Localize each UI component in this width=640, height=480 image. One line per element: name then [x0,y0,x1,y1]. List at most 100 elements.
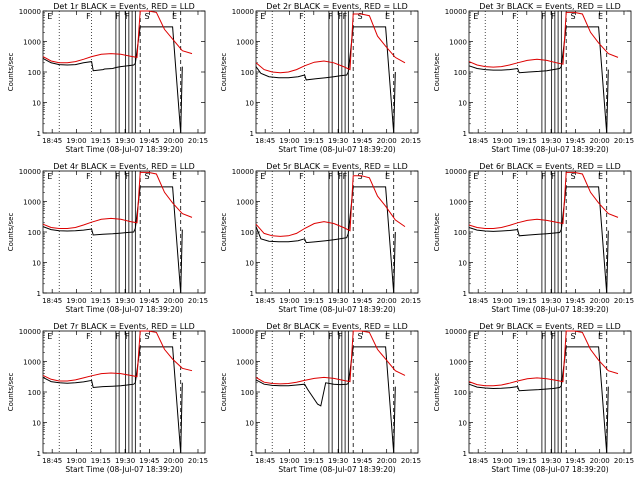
x-tick-label: 20:00 [164,137,184,145]
y-tick-label: 10 [458,100,467,108]
x-tick-label: 19:30 [541,297,561,305]
x-tick-label: 19:45 [352,297,372,305]
event-marker-label: F [328,12,333,21]
y-axis-label: Counts/sec [433,53,441,92]
series-line-events [255,26,396,134]
x-tick-label: 20:15 [614,297,634,305]
x-tick-label: 19:15 [517,137,537,145]
x-tick-label: 20:15 [614,457,634,465]
x-axis-label: Start Time (08-Jul-07 18:39:20) [491,305,608,314]
x-tick-label: 19:15 [91,297,111,305]
x-tick-label: 19:30 [328,297,348,305]
x-axis-label: Start Time (08-Jul-07 18:39:20) [491,145,608,154]
x-tick-label: 19:30 [541,137,561,145]
event-marker-label: S [144,332,149,341]
x-tick-label: 19:15 [91,457,111,465]
y-tick-label: 10 [245,100,254,108]
event-marker-label: F [551,172,556,181]
y-tick-label: 10 [458,260,467,268]
series-line-lld [255,175,406,237]
event-marker-label: E [172,172,177,181]
y-tick-label: 1 [250,130,254,138]
series-line-lld [42,10,193,64]
panel-det-4: Det 4r BLACK = Events, RED = LLD 1 10 100 10… [7,162,208,314]
panel-title: Det 4r BLACK = Events, RED = LLD [53,162,195,171]
x-tick-label: 20:15 [401,137,421,145]
x-axis-label: Start Time (08-Jul-07 18:39:20) [65,305,182,314]
event-marker-label: F [115,172,120,181]
y-axis-label: Counts/sec [7,53,15,92]
x-tick-label: 20:00 [377,297,397,305]
event-marker-label: S [357,332,362,341]
event-marker-label: F [512,332,517,341]
series-line-lld [468,171,619,229]
x-tick-label: 19:15 [91,137,111,145]
event-marker-label: F [115,332,120,341]
y-tick-label: 10 [32,100,41,108]
x-tick-label: 19:15 [517,297,537,305]
series-line-lld [255,13,406,74]
panel-det-9: Det 9r BLACK = Events, RED = LLD 1 10 100 10… [433,322,634,474]
y-tick-label: 10000 [445,328,467,336]
y-tick-label: 100 [241,229,254,237]
x-tick-label: 20:00 [377,137,397,145]
x-tick-label: 20:15 [401,297,421,305]
y-tick-label: 100 [28,389,41,397]
y-tick-label: 10000 [19,168,41,176]
event-marker-label: E [473,332,478,341]
x-tick-label: 18:45 [468,297,488,305]
series-line-events [42,26,183,134]
event-marker-label: F [299,332,304,341]
series-line-events [42,186,183,294]
event-marker-label: F [541,12,546,21]
x-axis-label: Start Time (08-Jul-07 18:39:20) [65,465,182,474]
x-tick-label: 20:00 [590,297,610,305]
y-tick-label: 10000 [232,328,254,336]
event-marker-label: E [172,12,177,21]
y-tick-label: 100 [241,389,254,397]
series-line-events [42,346,183,454]
event-marker-label: F [338,332,343,341]
event-marker-label: E [260,12,265,21]
series-line-events [255,346,396,454]
event-marker-label: FF [338,12,348,21]
y-tick-label: 1000 [236,199,254,207]
y-tick-label: 10000 [445,168,467,176]
x-tick-label: 19:00 [492,137,512,145]
x-tick-label: 19:45 [565,457,585,465]
event-marker-label: F [551,12,556,21]
x-tick-label: 19:30 [115,457,135,465]
x-tick-label: 19:45 [139,457,159,465]
series-line-events [255,186,396,294]
y-tick-label: 1 [37,290,41,298]
panel-title: Det 6r BLACK = Events, RED = LLD [479,162,621,171]
x-tick-label: 19:00 [66,457,86,465]
y-tick-label: 10 [32,420,41,428]
series-line-lld [255,330,406,385]
y-tick-label: 100 [454,229,467,237]
x-tick-label: 19:45 [139,137,159,145]
y-tick-label: 1 [250,290,254,298]
x-tick-label: 19:45 [139,297,159,305]
x-tick-label: 19:45 [352,137,372,145]
event-marker-label: E [385,12,390,21]
y-axis-label: Counts/sec [433,213,441,252]
y-axis-label: Counts/sec [7,373,15,412]
x-axis-label: Start Time (08-Jul-07 18:39:20) [491,465,608,474]
series-line-lld [42,330,193,382]
x-tick-label: 20:15 [614,137,634,145]
panel-title: Det 7r BLACK = Events, RED = LLD [53,322,195,331]
series-line-events [468,186,609,294]
event-marker-label: E [598,172,603,181]
panel-det-8: Det 8r BLACK = Events, RED = LLD 1 10 100 10… [220,322,421,474]
x-tick-label: 19:30 [115,297,135,305]
x-tick-label: 20:00 [164,457,184,465]
x-tick-label: 19:45 [565,137,585,145]
y-tick-label: 10000 [19,328,41,336]
y-tick-label: 1000 [449,39,467,47]
event-marker-label: E [385,332,390,341]
x-tick-label: 19:15 [304,297,324,305]
event-marker-label: S [570,172,575,181]
event-marker-label: E [473,12,478,21]
x-tick-label: 19:00 [279,297,299,305]
